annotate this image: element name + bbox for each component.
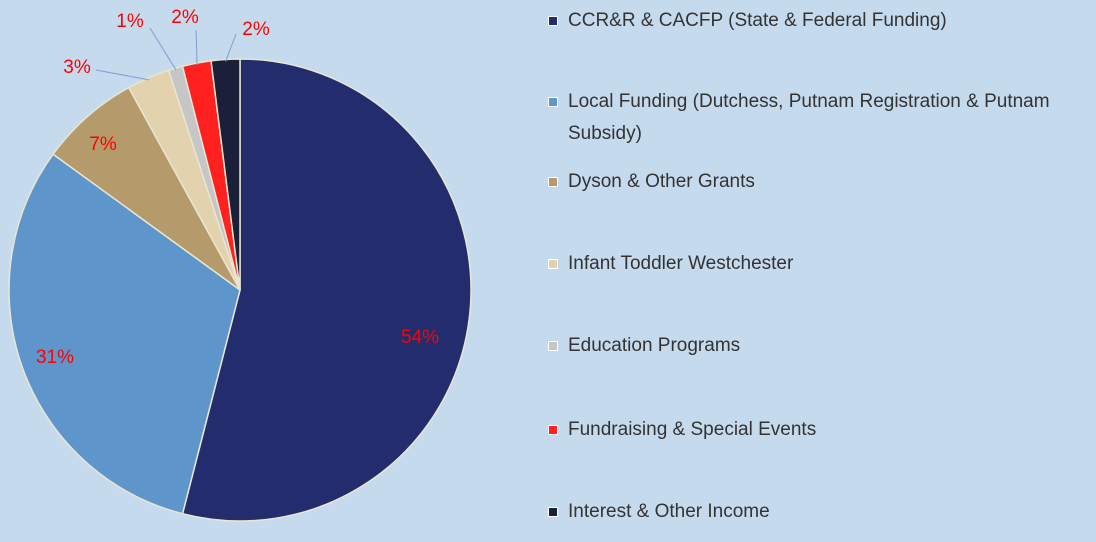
pie-slice — [52, 86, 241, 291]
legend-label: Education Programs — [568, 335, 741, 356]
legend-label: CCR&R & CACFP (State & Federal Funding) — [568, 10, 947, 31]
legend-swatch — [548, 177, 558, 187]
legend-swatch — [548, 341, 558, 351]
data-label: 3% — [63, 57, 91, 78]
legend-item: Fundraising & Special Events — [548, 414, 1078, 446]
data-label: 2% — [242, 19, 270, 40]
legend-swatch — [548, 507, 558, 517]
legend-item: Infant Toddler Westchester — [548, 248, 1078, 280]
legend-label: Fundraising & Special Events — [568, 419, 817, 440]
legend-swatch — [548, 259, 558, 269]
legend-swatch — [548, 97, 558, 107]
legend-item: Interest & Other Income — [548, 496, 1078, 528]
data-label: 7% — [89, 134, 117, 155]
legend-label: Infant Toddler Westchester — [568, 253, 794, 274]
legend-item: Local Funding (Dutchess, Putnam Registra… — [548, 86, 1078, 150]
data-label: 1% — [116, 11, 144, 32]
legend-label: Interest & Other Income — [568, 501, 770, 522]
pie-slice — [210, 58, 241, 291]
data-label: 54% — [401, 327, 439, 348]
legend-label: Dyson & Other Grants — [568, 171, 755, 192]
data-label: 31% — [36, 347, 74, 368]
legend-swatch — [548, 16, 558, 26]
data-label: 2% — [171, 7, 199, 28]
leader-line — [149, 27, 177, 71]
legend: CCR&R & CACFP (State & Federal Funding) L… — [548, 0, 1088, 542]
leader-line — [225, 33, 237, 62]
leader-line — [95, 69, 150, 81]
legend-label: Local Funding (Dutchess, Putnam Registra… — [568, 91, 1050, 144]
legend-item: Dyson & Other Grants — [548, 166, 1078, 198]
legend-item: CCR&R & CACFP (State & Federal Funding) — [548, 5, 1078, 37]
pie-slice — [8, 153, 241, 515]
pie-slice — [181, 58, 472, 522]
legend-item: Education Programs — [548, 330, 1078, 362]
legend-swatch — [548, 425, 558, 435]
leader-line — [195, 29, 198, 66]
